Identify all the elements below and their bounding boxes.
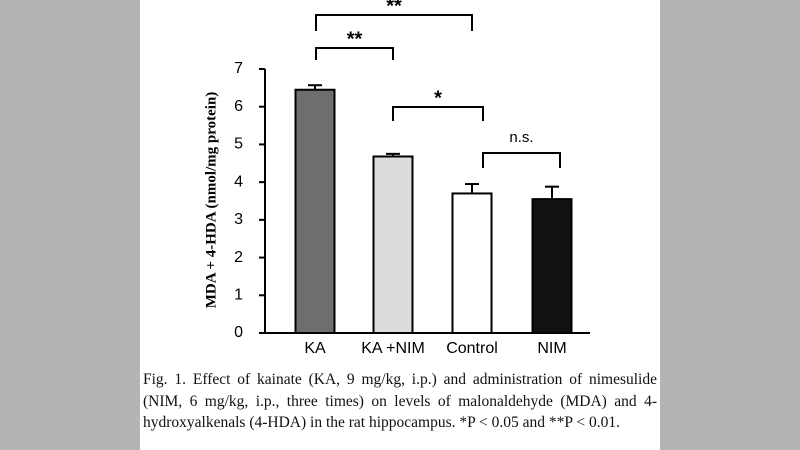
bar xyxy=(451,192,493,334)
x-tick-label: KA xyxy=(304,340,326,357)
significance-label: ** xyxy=(386,0,402,17)
y-tick-label: 7 xyxy=(234,60,243,77)
significance-label: ** xyxy=(347,28,363,50)
significance-bracket xyxy=(315,47,394,60)
y-tick-label: 2 xyxy=(234,249,243,266)
x-tick-label: NIM xyxy=(537,340,566,357)
x-tick-label: KA +NIM xyxy=(361,340,425,357)
significance-bracket xyxy=(482,152,561,168)
bar xyxy=(294,88,336,334)
y-tick-label: 4 xyxy=(234,173,243,190)
significance-bracket xyxy=(315,14,473,31)
significance-bracket xyxy=(392,106,484,121)
bar xyxy=(531,198,573,334)
y-tick-label: 5 xyxy=(234,136,243,153)
significance-label: n.s. xyxy=(509,129,533,146)
x-tick-label: Control xyxy=(446,340,498,357)
significance-label: * xyxy=(434,87,442,109)
y-axis-label: MDA + 4-HDA (nmol/mg protein) xyxy=(203,92,219,309)
y-tick-label: 0 xyxy=(234,324,243,341)
y-tick-label: 3 xyxy=(234,211,243,228)
y-tick-label: 6 xyxy=(234,98,243,115)
y-tick-label: 1 xyxy=(234,287,243,304)
bar xyxy=(372,155,414,334)
caption: Fig. 1. Effect of kainate (KA, 9 mg/kg, … xyxy=(143,371,657,431)
